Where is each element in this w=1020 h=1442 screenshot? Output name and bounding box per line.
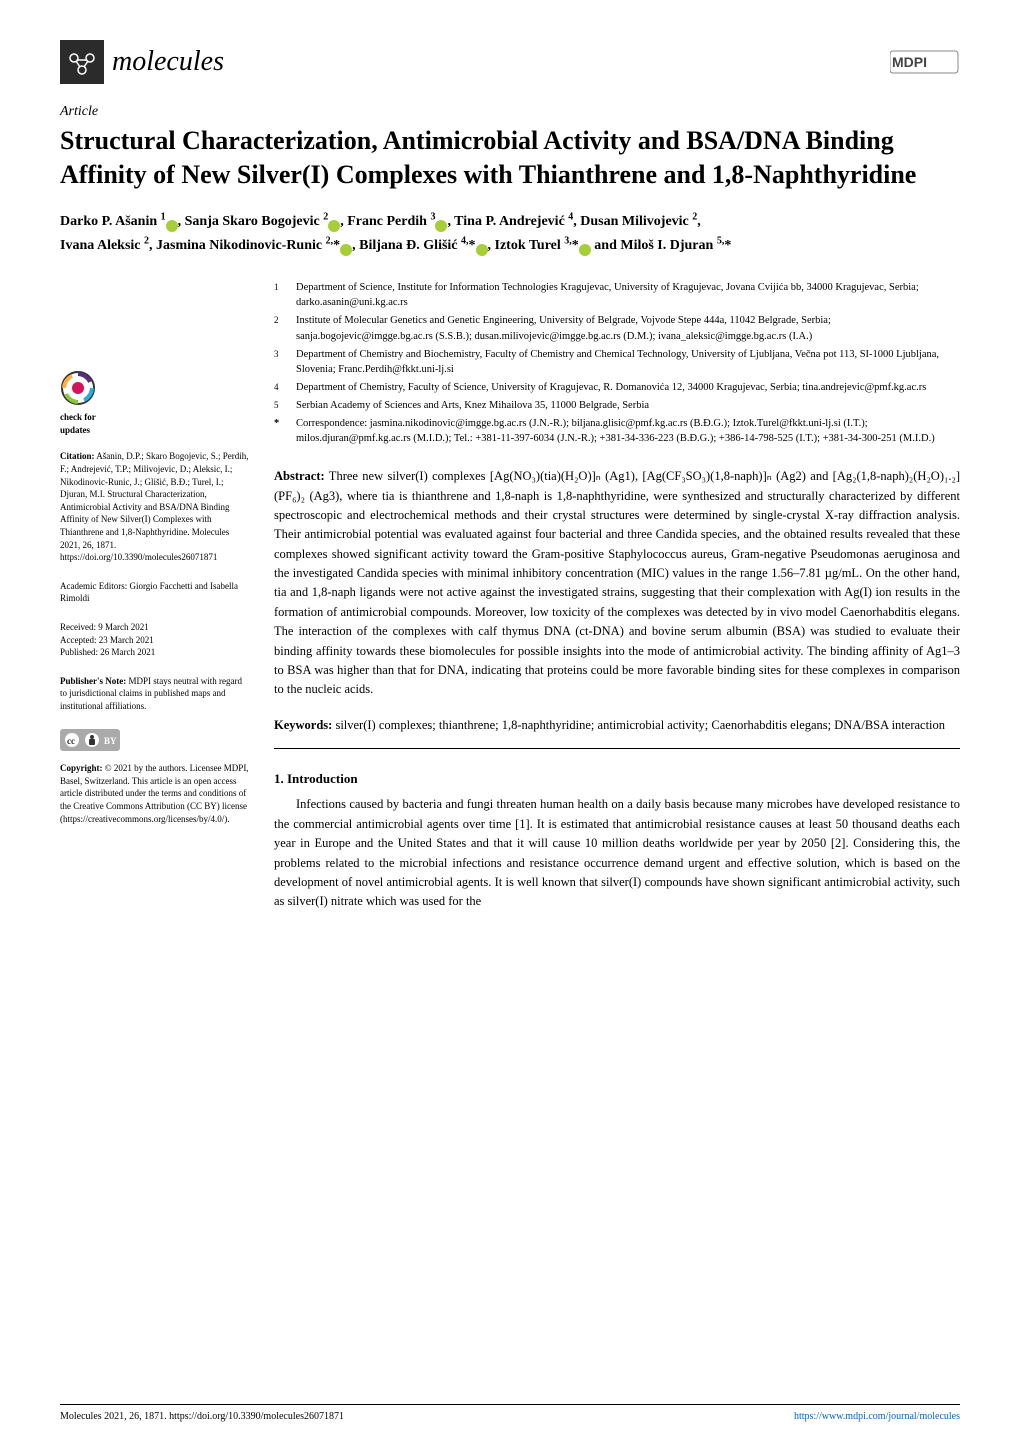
body-paragraph: Infections caused by bacteria and fungi … [274,795,960,911]
mdpi-logo-icon: MDPI [890,47,960,77]
abstract-label: Abstract: [274,469,325,483]
orcid-icon: o [579,244,591,256]
check-updates-label: check forupdates [60,411,250,436]
footer-citation: Molecules 2021, 26, 1871. https://doi.or… [60,1411,344,1422]
aff-text: Department of Chemistry, Faculty of Scie… [296,380,960,396]
cc-by-icon: cc BY [60,729,120,751]
cc-license-badge[interactable]: cc BY [60,729,250,755]
article-type: Article [60,104,960,120]
affiliation-item: 5 Serbian Academy of Sciences and Arts, K… [274,398,960,414]
authors-line-2: Ivana Aleksic 2, Jasmina Nikodinovic-Run… [60,238,731,253]
authors-line-1: Darko P. Ašanin 1o, Sanja Skaro Bogojevi… [60,214,701,229]
correspondence-item: * Correspondence: jasmina.nikodinovic@img… [274,416,960,448]
authors-block: Darko P. Ašanin 1o, Sanja Skaro Bogojevi… [60,210,960,258]
page-footer: Molecules 2021, 26, 1871. https://doi.or… [60,1404,960,1422]
editors-block: Academic Editors: Giorgio Facchetti and … [60,580,250,605]
orcid-icon: o [166,220,178,232]
svg-text:MDPI: MDPI [892,54,927,70]
check-updates-icon [60,370,96,406]
abstract-text: Three new silver(I) complexes [Ag(NO₃)(t… [274,469,960,696]
aff-text: Department of Chemistry and Biochemistry… [296,347,960,379]
aff-num: 2 [274,313,286,345]
orcid-icon: o [435,220,447,232]
published-date: Published: 26 March 2021 [60,646,250,659]
sidebar: check forupdates Citation: Ašanin, D.P.;… [60,280,250,912]
abstract-block: Abstract: Three new silver(I) complexes … [274,467,960,700]
copyright-label: Copyright: [60,763,103,773]
svg-text:BY: BY [104,736,117,746]
orcid-icon: o [340,244,352,256]
aff-text: Department of Science, Institute for Inf… [296,280,960,312]
keywords-block: Keywords: silver(I) complexes; thianthre… [274,716,960,735]
accepted-date: Accepted: 23 March 2021 [60,634,250,647]
article-title: Structural Characterization, Antimicrobi… [60,124,960,192]
orcid-icon: o [328,220,340,232]
orcid-icon: o [476,244,488,256]
keywords-text: silver(I) complexes; thianthrene; 1,8-na… [332,718,945,732]
dates-block: Received: 9 March 2021 Accepted: 23 Marc… [60,621,250,659]
aff-num: 3 [274,347,286,379]
received-date: Received: 9 March 2021 [60,621,250,634]
affiliation-item: 1 Department of Science, Institute for In… [274,280,960,312]
aff-text: Institute of Molecular Genetics and Gene… [296,313,960,345]
correspondence-star: * [274,416,286,448]
keywords-label: Keywords: [274,718,332,732]
affiliation-item: 3 Department of Chemistry and Biochemistr… [274,347,960,379]
affiliations-list: 1 Department of Science, Institute for In… [274,280,960,448]
check-updates-badge[interactable]: check forupdates [60,370,250,437]
main-column: 1 Department of Science, Institute for In… [274,280,960,912]
svg-text:cc: cc [67,736,75,746]
publisher-note-block: Publisher's Note: MDPI stays neutral wit… [60,675,250,713]
aff-num: 5 [274,398,286,414]
molecules-icon [60,40,104,84]
section-heading: 1. Introduction [274,771,960,787]
correspondence-text: Correspondence: jasmina.nikodinovic@imgg… [296,416,960,448]
citation-block: Citation: Ašanin, D.P.; Skaro Bogojevic,… [60,450,250,563]
aff-num: 4 [274,380,286,396]
journal-logo: molecules [60,40,224,84]
journal-name: molecules [112,46,224,78]
copyright-block: Copyright: © 2021 by the authors. Licens… [60,762,250,825]
affiliation-item: 4 Department of Chemistry, Faculty of Sci… [274,380,960,396]
header: molecules MDPI [60,40,960,84]
affiliation-item: 2 Institute of Molecular Genetics and Gen… [274,313,960,345]
citation-text: Ašanin, D.P.; Skaro Bogojevic, S.; Perdi… [60,451,249,562]
aff-num: 1 [274,280,286,312]
aff-text: Serbian Academy of Sciences and Arts, Kn… [296,398,960,414]
citation-label: Citation: [60,451,95,461]
divider [274,748,960,749]
note-label: Publisher's Note: [60,676,126,686]
footer-journal-link[interactable]: https://www.mdpi.com/journal/molecules [794,1411,960,1422]
